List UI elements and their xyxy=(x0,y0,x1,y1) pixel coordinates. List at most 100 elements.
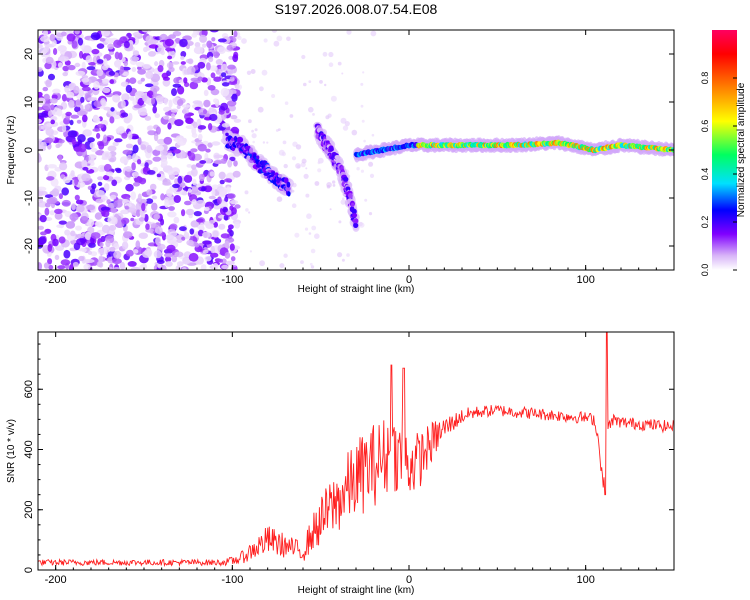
faint-speckle xyxy=(368,161,374,167)
noise-blob xyxy=(137,80,143,85)
faint-speckle xyxy=(259,260,265,267)
colorbar-gradient xyxy=(712,30,737,270)
noise-blob xyxy=(213,76,222,82)
faint-speckle xyxy=(246,70,252,76)
faint-speckle xyxy=(259,86,264,92)
noise-blob xyxy=(234,204,241,209)
faint-speckle xyxy=(241,38,247,44)
colorbar-tick-label: 0.4 xyxy=(700,168,710,181)
noise-blob xyxy=(183,77,188,84)
feature-core xyxy=(351,208,357,215)
noise-blob xyxy=(229,76,235,82)
noise-blob xyxy=(61,94,67,102)
noise-blob xyxy=(218,171,226,180)
noise-blob xyxy=(133,249,139,254)
faint-speckle xyxy=(308,80,312,83)
noise-blob xyxy=(183,174,193,183)
noise-blob xyxy=(211,141,221,146)
noise-blob xyxy=(119,261,126,270)
noise-blob xyxy=(185,208,195,216)
noise-blob xyxy=(179,38,188,48)
noise-blob xyxy=(149,183,157,191)
noise-blob xyxy=(160,218,165,226)
noise-blob xyxy=(42,103,51,110)
noise-blob xyxy=(180,51,187,58)
noise-blob xyxy=(132,171,139,177)
noise-blob xyxy=(123,60,129,67)
noise-blob xyxy=(86,204,96,211)
noise-blob xyxy=(76,238,86,246)
noise-blob xyxy=(101,156,108,160)
faint-speckle xyxy=(310,265,315,269)
noise-blob xyxy=(75,225,82,231)
noise-blob xyxy=(201,186,206,192)
noise-blob xyxy=(81,173,91,182)
faint-speckle xyxy=(286,36,291,42)
faint-speckle xyxy=(289,114,294,118)
x-tick-label: 0 xyxy=(406,574,412,586)
noise-blob xyxy=(156,173,162,178)
noise-blob xyxy=(211,188,216,197)
noise-blob xyxy=(47,164,57,169)
noise-blob xyxy=(110,107,115,112)
faint-speckle xyxy=(295,144,302,150)
x-tick-label: -200 xyxy=(45,274,67,286)
noise-blob xyxy=(233,30,238,38)
noise-blob xyxy=(102,87,111,94)
noise-blob xyxy=(81,248,87,253)
faint-speckle xyxy=(252,140,255,144)
noise-blob xyxy=(155,236,161,246)
noise-blob xyxy=(110,207,117,214)
noise-blob xyxy=(130,266,141,270)
noise-blob xyxy=(38,140,44,149)
faint-speckle xyxy=(244,190,249,195)
noise-blob xyxy=(120,112,129,118)
feature-core xyxy=(352,213,358,218)
noise-blob xyxy=(90,232,101,239)
faint-speckle xyxy=(304,227,309,231)
noise-blob xyxy=(205,148,211,153)
noise-blob xyxy=(50,104,55,111)
colorbar-tick-label: 0.2 xyxy=(700,216,710,229)
feature-core xyxy=(343,176,349,182)
noise-blob xyxy=(148,44,159,49)
noise-blob xyxy=(56,108,63,117)
noise-blob xyxy=(121,132,128,139)
noise-blob xyxy=(170,108,179,113)
noise-blob xyxy=(71,40,78,49)
noise-blob xyxy=(230,115,238,120)
noise-blob xyxy=(217,38,227,43)
noise-blob xyxy=(167,55,173,60)
noise-blob xyxy=(48,73,55,81)
x-tick-label: 100 xyxy=(576,574,594,586)
noise-blob xyxy=(141,30,152,33)
noise-blob xyxy=(228,80,238,86)
faint-speckle xyxy=(322,51,328,57)
noise-blob xyxy=(80,216,89,224)
faint-speckle xyxy=(249,250,252,253)
feature-core xyxy=(283,177,289,184)
noise-blob xyxy=(68,99,75,109)
noise-blob xyxy=(179,226,187,232)
noise-blob xyxy=(38,236,47,245)
noise-blob xyxy=(154,226,163,234)
noise-blob xyxy=(38,43,43,49)
noise-blob xyxy=(125,143,134,149)
noise-blob xyxy=(85,55,93,63)
noise-blob xyxy=(226,186,231,194)
noise-blob xyxy=(121,93,130,102)
noise-blob xyxy=(88,61,96,66)
noise-blob xyxy=(45,128,54,136)
noise-blob xyxy=(58,236,66,244)
noise-blob xyxy=(66,91,75,99)
noise-blob xyxy=(39,214,47,223)
faint-speckle xyxy=(284,101,289,105)
faint-speckle xyxy=(327,113,332,118)
noise-blob xyxy=(146,189,153,196)
noise-blob xyxy=(161,265,167,270)
noise-blob xyxy=(97,181,103,187)
faint-speckle xyxy=(305,193,310,198)
noise-blob xyxy=(44,62,52,70)
noise-blob xyxy=(81,77,90,83)
faint-speckle xyxy=(310,248,316,254)
